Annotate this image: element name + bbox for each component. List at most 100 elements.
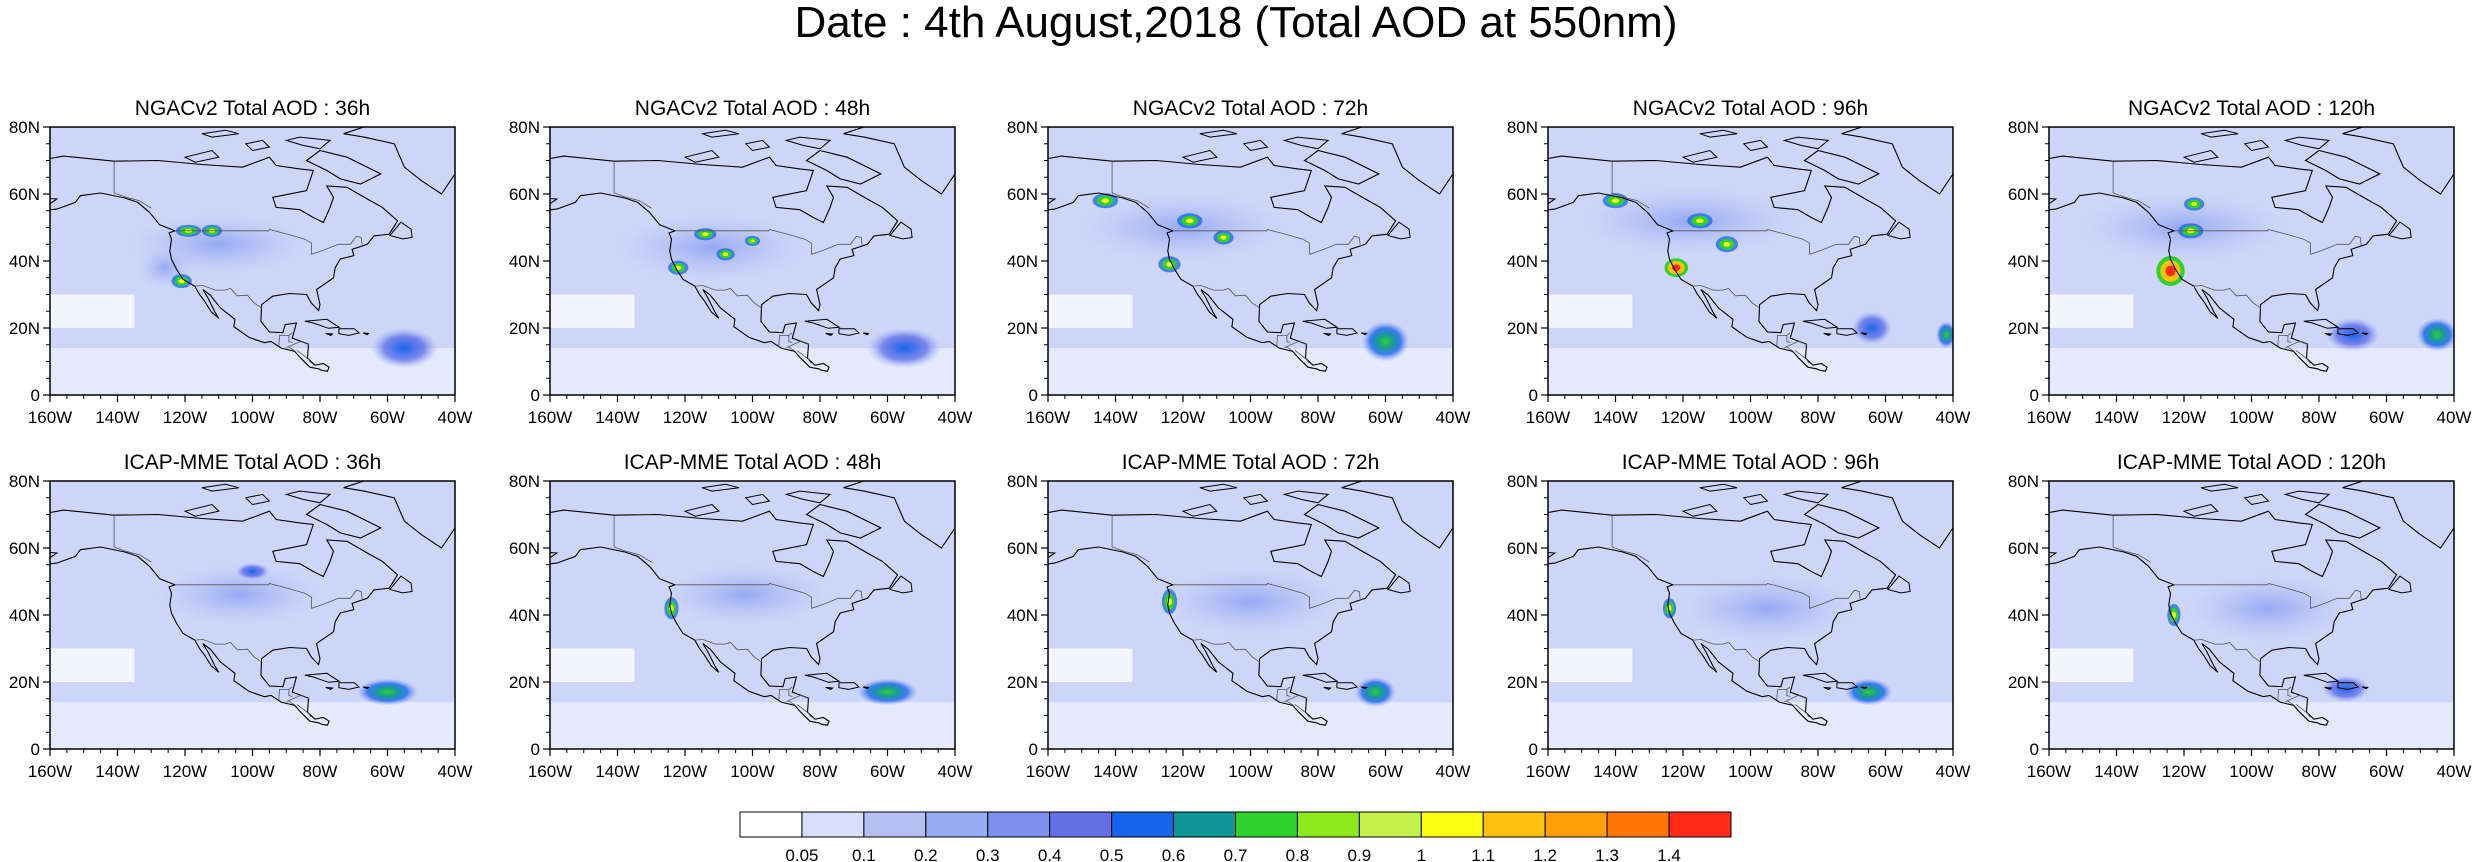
- y-tick-label: 40N: [9, 252, 40, 271]
- x-tick-label: 80W: [1801, 408, 1836, 427]
- aod-clean-area: [2049, 294, 2134, 328]
- country-border: [307, 358, 312, 364]
- country-border: [1794, 704, 1806, 713]
- aod-clean-area: [50, 648, 135, 682]
- aod-plume: [370, 328, 439, 369]
- map-panel: ICAP-MME Total AOD : 36h 160W 140W 120W 100W…: [9, 451, 473, 781]
- coastline-island: [1823, 686, 1832, 690]
- colorbar-label: 0.3: [976, 846, 1000, 862]
- coastline-island: [804, 672, 841, 683]
- x-tick-label: 80W: [2302, 762, 2337, 781]
- y-tick-label: 80N: [509, 118, 540, 137]
- country-border: [1786, 335, 1791, 343]
- y-tick-label: 40N: [1507, 252, 1538, 271]
- x-tick-label: 40W: [2437, 762, 2472, 781]
- country-border: [288, 335, 293, 343]
- x-tick-label: 80W: [1301, 408, 1336, 427]
- country-border: [778, 686, 793, 701]
- coastline-island: [1302, 672, 1339, 683]
- coastline-island: [1681, 149, 1718, 163]
- colorbar-label: 1: [1417, 846, 1426, 862]
- aod-low-band: [50, 702, 455, 749]
- aod-hotspot-core: [1101, 198, 1110, 203]
- aod-clean-area: [550, 294, 635, 328]
- x-tick-label: 140W: [95, 408, 139, 427]
- x-tick-label: 160W: [1026, 408, 1070, 427]
- x-tick-label: 140W: [1093, 762, 1137, 781]
- coastline-island: [1802, 318, 1839, 329]
- x-tick-label: 160W: [28, 762, 72, 781]
- coastline-greenland: [1341, 127, 1453, 195]
- x-tick-label: 40W: [1436, 762, 1471, 781]
- country-border: [286, 700, 296, 706]
- coastline: [550, 509, 899, 726]
- coastline-island: [1887, 575, 1911, 594]
- aod-plume: [1936, 321, 1953, 349]
- x-tick-label: 60W: [1868, 408, 1903, 427]
- colorbar-label: 0.8: [1286, 846, 1310, 862]
- x-tick-label: 160W: [28, 408, 72, 427]
- aod-clean-area: [50, 294, 135, 328]
- y-tick-label: 80N: [2008, 472, 2039, 491]
- x-tick-label: 60W: [370, 762, 405, 781]
- y-tick-label: 80N: [9, 472, 40, 491]
- country-border: [2287, 689, 2292, 697]
- coastline-island: [744, 139, 771, 152]
- y-tick-label: 80N: [9, 118, 40, 137]
- x-tick-label: 40W: [938, 762, 973, 781]
- coastline-island: [1802, 672, 1839, 683]
- coastline-baffin: [1303, 503, 1381, 539]
- coastline-island: [1699, 483, 1738, 492]
- x-tick-label: 80W: [1301, 762, 1336, 781]
- aod-low-band: [2049, 702, 2454, 749]
- coastline-island: [201, 129, 240, 138]
- colorbar-swatch: [1173, 811, 1236, 838]
- country-border: [2193, 639, 2262, 663]
- aod-low-band: [550, 702, 955, 749]
- coastline-island: [1282, 490, 1330, 504]
- x-tick-label: 60W: [370, 408, 405, 427]
- country-border: [1805, 712, 1810, 718]
- coastline-island: [1302, 318, 1339, 329]
- coastline-island: [325, 686, 334, 690]
- y-tick-label: 60N: [509, 539, 540, 558]
- x-tick-label: 100W: [1228, 408, 1272, 427]
- aod-plume: [357, 678, 418, 706]
- x-tick-label: 100W: [730, 408, 774, 427]
- x-tick-label: 100W: [1228, 762, 1272, 781]
- y-tick-label: 40N: [9, 606, 40, 625]
- colorbar-swatch: [1482, 811, 1546, 838]
- aod-clean-area: [2049, 648, 2134, 682]
- country-border: [1611, 515, 1650, 563]
- coastline-island: [2303, 672, 2340, 683]
- coastline-island: [1336, 682, 1359, 690]
- y-tick-label: 20N: [2008, 319, 2039, 338]
- country-border: [278, 332, 293, 347]
- coastline-island: [1181, 503, 1218, 517]
- coastline-island: [2243, 493, 2270, 506]
- y-tick-label: 0: [1529, 740, 1538, 759]
- x-tick-label: 140W: [1593, 762, 1637, 781]
- coastline-island: [2337, 682, 2360, 690]
- coastline-island: [863, 332, 870, 336]
- country-border: [1172, 229, 1361, 255]
- country-border: [1692, 639, 1761, 663]
- aod-hotspot-core: [2191, 202, 2198, 207]
- y-tick-label: 80N: [1007, 118, 1038, 137]
- country-border: [286, 346, 296, 352]
- country-border: [613, 515, 652, 563]
- coastline-island: [2324, 686, 2333, 690]
- coastline-island: [2200, 129, 2239, 138]
- coastline-baffin: [805, 503, 883, 539]
- country-border: [1786, 689, 1791, 697]
- colorbar-swatch: [1049, 811, 1113, 838]
- x-tick-label: 100W: [230, 408, 274, 427]
- y-tick-label: 20N: [1007, 319, 1038, 338]
- y-tick-label: 60N: [2008, 539, 2039, 558]
- y-tick-label: 0: [531, 386, 540, 405]
- coastline-baffin: [1303, 149, 1381, 185]
- country-border: [1305, 712, 1310, 718]
- aod-low-band: [1048, 702, 1453, 749]
- country-border: [2306, 358, 2311, 364]
